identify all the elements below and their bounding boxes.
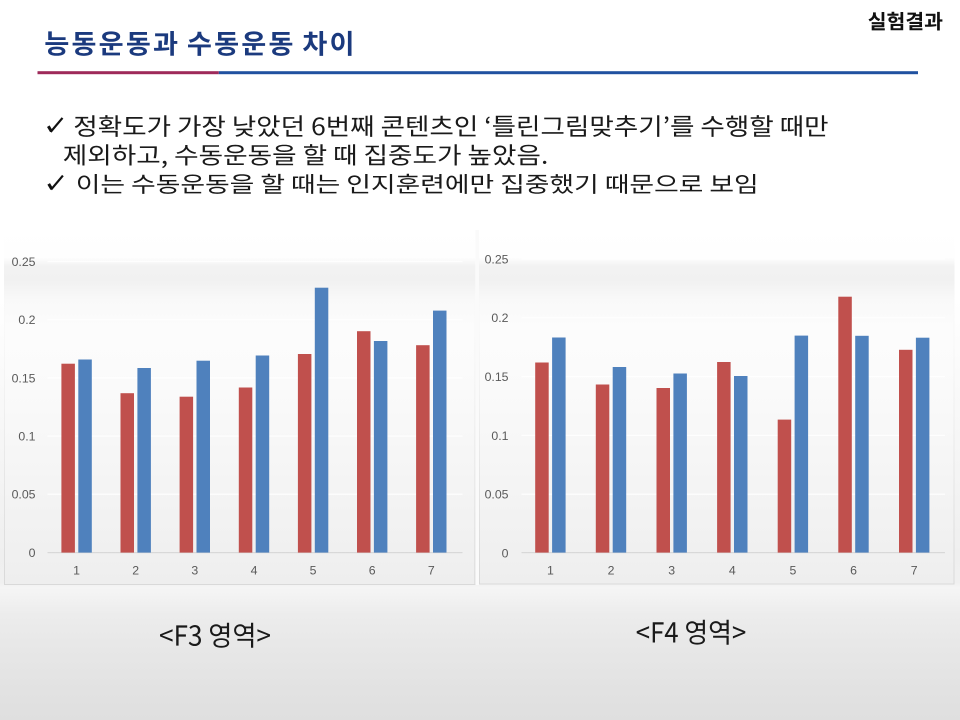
svg-text:6: 6	[369, 564, 376, 578]
svg-text:4: 4	[251, 564, 258, 578]
svg-text:7: 7	[428, 564, 435, 578]
svg-text:3: 3	[191, 564, 198, 578]
svg-text:6: 6	[850, 564, 857, 578]
svg-text:5: 5	[310, 564, 317, 578]
svg-text:0.2: 0.2	[18, 313, 35, 327]
svg-text:0: 0	[502, 547, 509, 561]
svg-text:4: 4	[729, 564, 736, 578]
svg-text:7: 7	[911, 564, 918, 578]
svg-text:5: 5	[789, 564, 796, 578]
svg-text:0.05: 0.05	[485, 488, 509, 502]
svg-text:3: 3	[668, 564, 675, 578]
svg-text:0: 0	[29, 546, 36, 560]
svg-text:1: 1	[73, 564, 80, 578]
svg-text:0.25: 0.25	[485, 252, 509, 266]
svg-text:0.05: 0.05	[12, 488, 36, 502]
svg-text:2: 2	[132, 564, 139, 578]
svg-text:0.1: 0.1	[491, 429, 508, 443]
svg-text:2: 2	[608, 564, 615, 578]
svg-text:1: 1	[547, 564, 554, 578]
svg-text:0.15: 0.15	[485, 370, 509, 384]
svg-text:0.15: 0.15	[12, 371, 36, 385]
svg-text:0.1: 0.1	[18, 430, 35, 444]
svg-text:0.25: 0.25	[12, 255, 36, 269]
svg-text:0.2: 0.2	[491, 311, 508, 325]
